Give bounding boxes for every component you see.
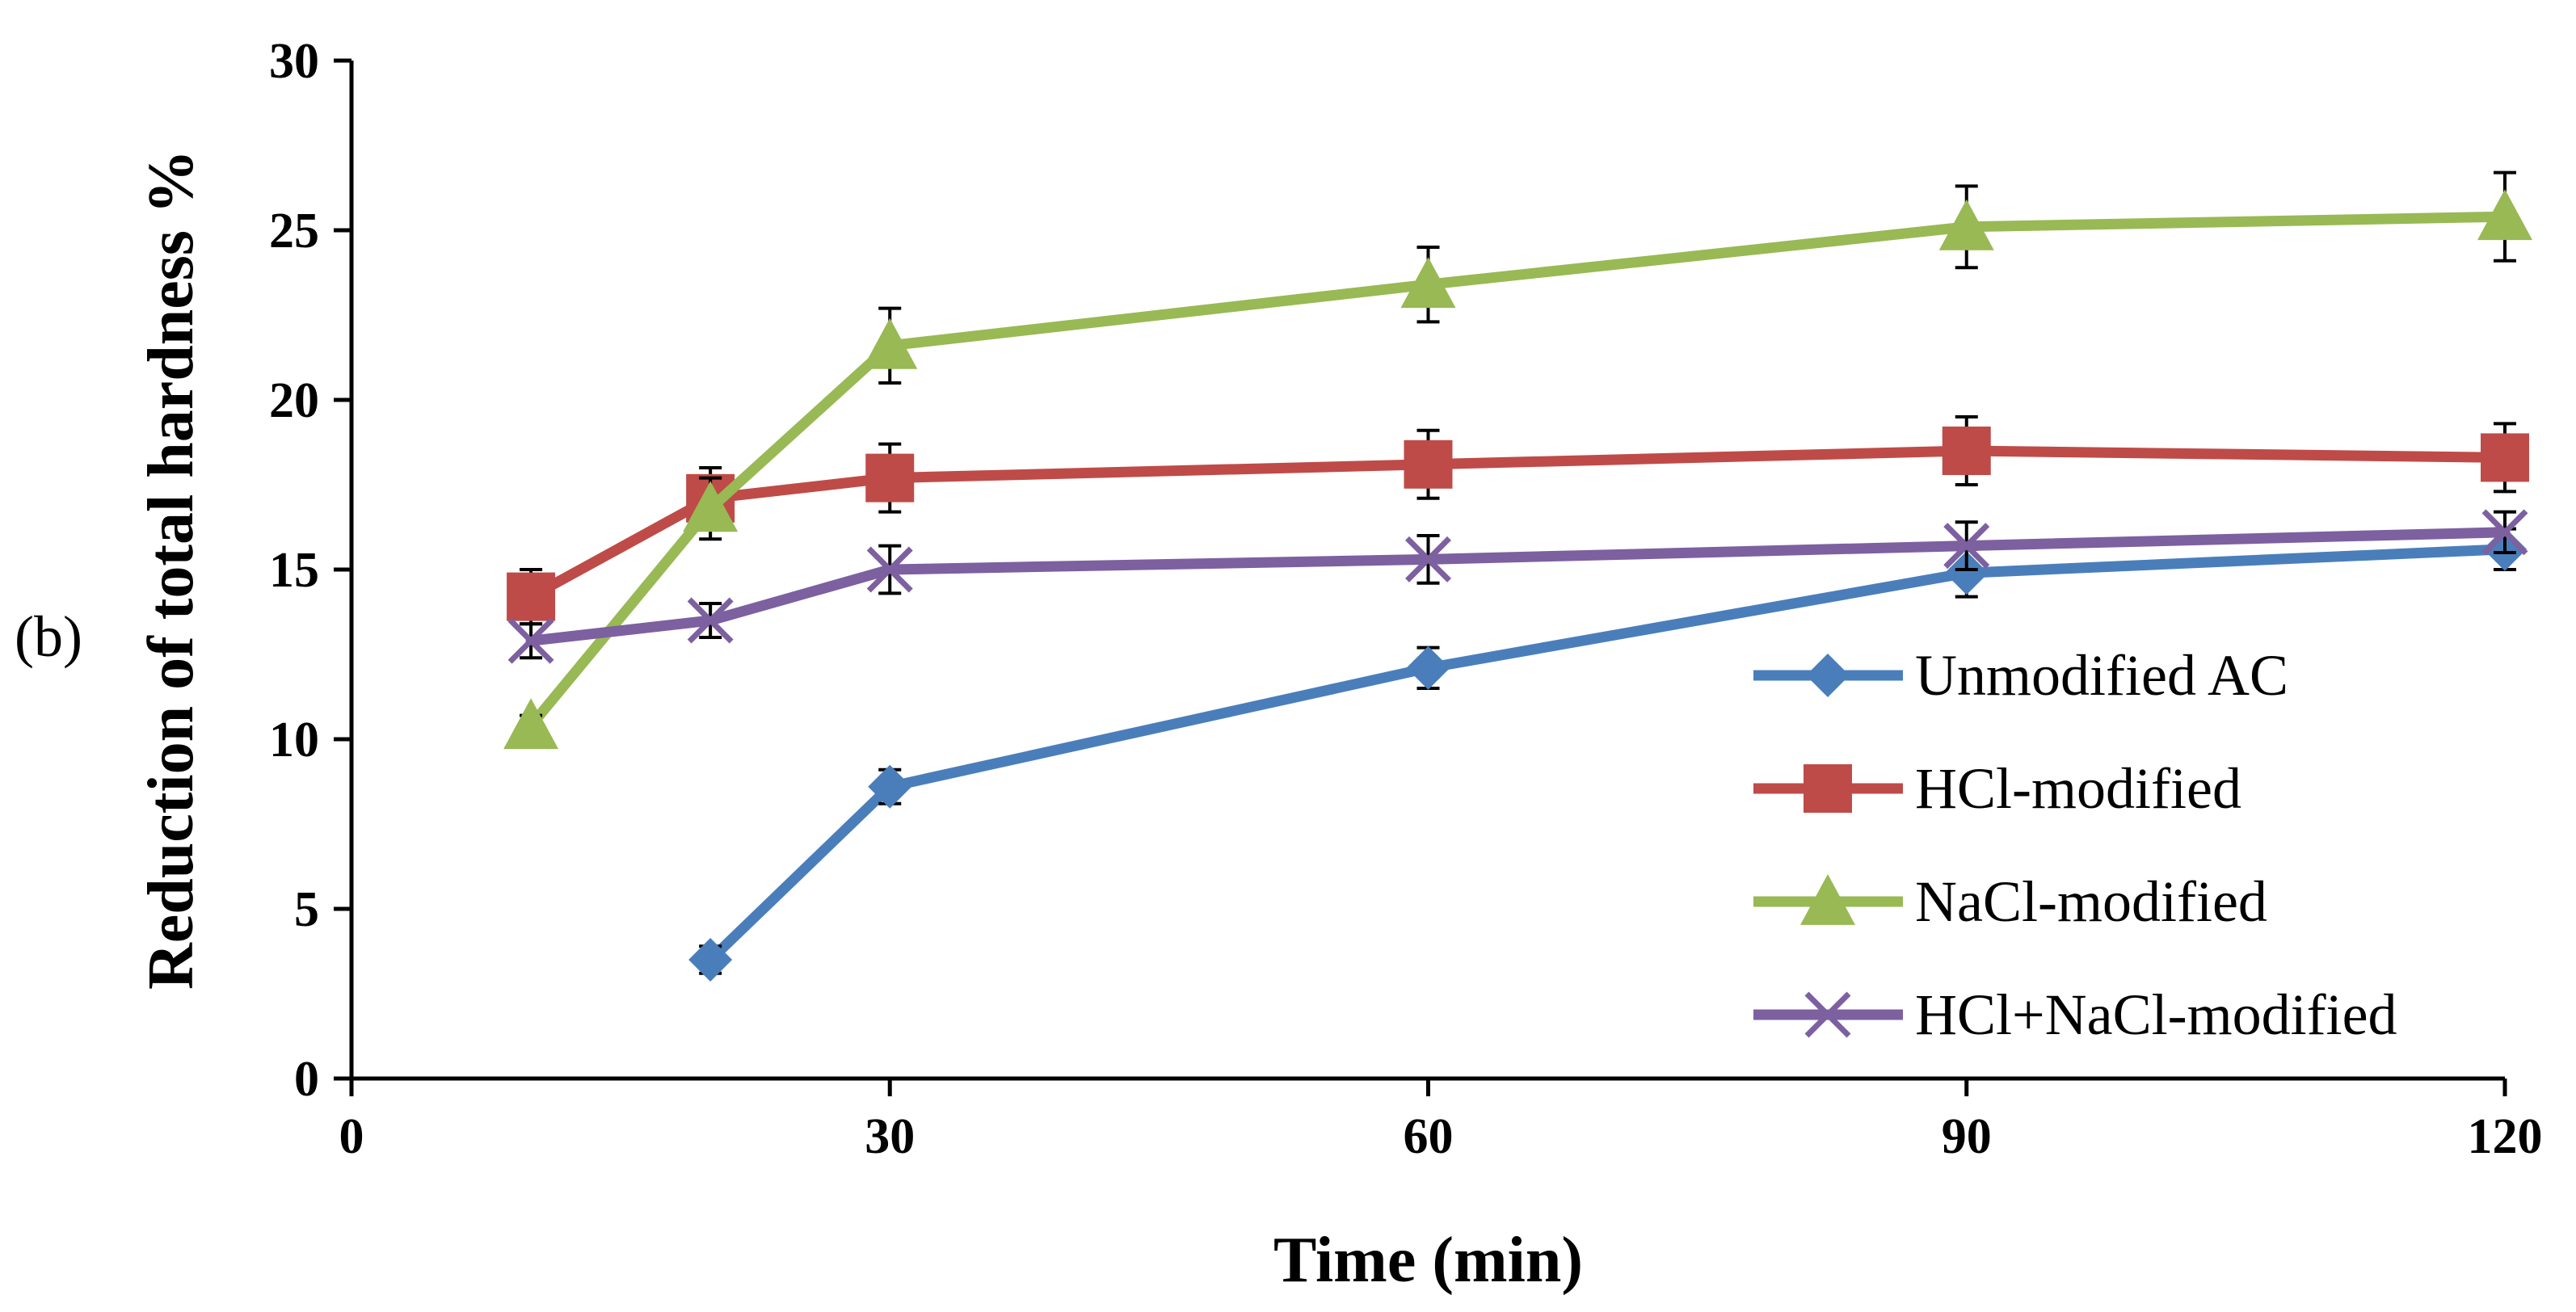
legend-marker — [1804, 764, 1852, 813]
x-tick-label: 30 — [865, 1109, 915, 1164]
legend-marker — [1806, 654, 1850, 697]
marker-stroke — [2481, 509, 2528, 556]
data-point — [865, 453, 915, 503]
data-point — [1943, 523, 1990, 570]
series-nacl-modified — [503, 170, 2532, 750]
series-hcl-nacl-modified — [507, 509, 2528, 664]
legend-label: Unmodified AC — [1915, 643, 2288, 708]
y-axis-title: Reduction of total hardness % — [136, 149, 207, 990]
data-point — [2477, 189, 2532, 241]
y-tick-label: 5 — [294, 882, 319, 937]
data-point — [1938, 199, 1994, 250]
data-point — [687, 597, 734, 644]
legend-item-unmodified-ac: Unmodified AC — [1753, 643, 2288, 708]
legend-marker — [1804, 991, 1851, 1038]
data-point — [503, 698, 559, 750]
y-tick-label: 10 — [269, 713, 319, 767]
y-tick-label: 30 — [269, 34, 319, 89]
data-point — [1406, 645, 1450, 690]
data-point — [688, 938, 733, 982]
x-tick-label: 120 — [2468, 1109, 2543, 1164]
data-point — [1400, 257, 1456, 309]
legend-label: NaCl-modified — [1915, 869, 2267, 934]
series-line — [525, 527, 2511, 646]
data-point — [866, 546, 913, 593]
data-point — [1942, 427, 1991, 475]
marker-stroke — [1405, 536, 1451, 582]
legend-marker — [1800, 874, 1855, 925]
marker-stroke — [1943, 523, 1990, 570]
x-axis-title: Time (min) — [1273, 1225, 1583, 1296]
data-point — [1944, 551, 1989, 595]
legend-label: HCl+NaCl-modified — [1915, 982, 2397, 1047]
data-point — [868, 764, 912, 809]
data-point — [507, 617, 554, 664]
marker-stroke — [687, 597, 734, 644]
series-line — [525, 445, 2511, 603]
data-point — [507, 572, 556, 621]
y-tick-label: 20 — [269, 373, 319, 428]
legend-item-hcl-modified: HCl-modified — [1753, 756, 2241, 821]
series-unmodified-ac — [688, 527, 2527, 982]
data-point — [2481, 433, 2529, 482]
data-point — [683, 481, 739, 532]
legend: Unmodified AC HCl-modified NaCl-modified HC… — [1753, 643, 2397, 1047]
marker-stroke — [1804, 991, 1851, 1038]
series-line — [525, 211, 2511, 731]
legend-item-hcl-nacl-modified: HCl+NaCl-modified — [1753, 982, 2397, 1047]
marker-stroke — [866, 546, 913, 593]
data-point — [1404, 439, 1453, 489]
y-tick-label: 0 — [294, 1052, 319, 1107]
y-tick-label: 15 — [269, 543, 319, 598]
data-point — [1405, 536, 1451, 582]
marker-stroke — [507, 617, 554, 664]
legend-label: HCl-modified — [1915, 756, 2241, 821]
x-tick-label: 0 — [339, 1109, 364, 1164]
x-tick-label: 60 — [1404, 1109, 1454, 1164]
data-point — [862, 317, 918, 369]
data-point — [2481, 509, 2528, 556]
panel-label: (b) — [15, 604, 82, 669]
y-tick-label: 25 — [269, 204, 319, 259]
legend-item-nacl-modified: NaCl-modified — [1753, 869, 2267, 934]
x-tick-label: 90 — [1942, 1109, 1992, 1164]
